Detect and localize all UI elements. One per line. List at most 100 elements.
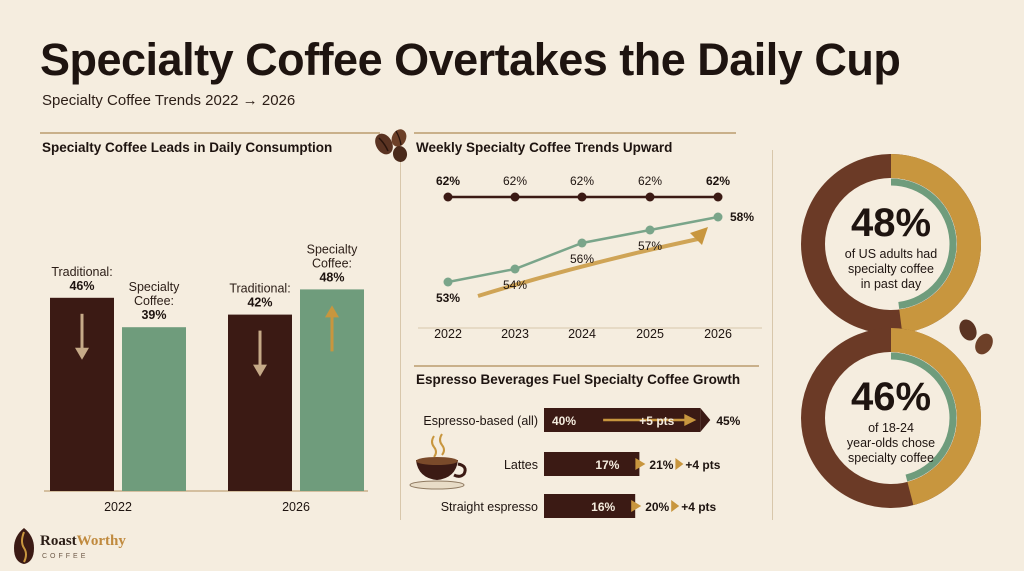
espresso-change-label: +5 pts — [639, 414, 674, 428]
espresso-start-label: 16% — [591, 500, 615, 514]
panel-rule-middle — [414, 132, 736, 134]
bar-series-label: Specialty — [307, 242, 358, 256]
donut-value-label: 46% — [851, 375, 931, 419]
trend-arrow-head — [690, 227, 708, 245]
line-point-flat — [713, 192, 723, 202]
line-label-flat: 62% — [706, 174, 730, 188]
espresso-mini-arrow — [671, 500, 680, 512]
espresso-category-label: Espresso-based (all) — [423, 414, 538, 428]
brand-name-part2: Worthy — [76, 533, 126, 549]
bar-series-label: Coffee: — [134, 294, 174, 308]
donut-caption-line: of US adults had — [845, 247, 937, 261]
donut-center — [833, 360, 949, 476]
line-x-tick-label: 2022 — [434, 327, 462, 341]
espresso-change-label: +4 pts — [681, 500, 716, 514]
espresso-gold-arrow-head — [631, 500, 642, 512]
panel-divider-right — [772, 150, 773, 520]
espresso-mini-arrow — [675, 458, 684, 470]
line-label-rising: 53% — [436, 291, 460, 305]
down-arrow-head — [75, 347, 89, 360]
line-x-tick-label: 2024 — [568, 327, 596, 341]
line-label-flat: 62% — [436, 174, 460, 188]
panel-divider-left — [400, 150, 401, 520]
bar-specialty-coffee-2022 — [122, 327, 186, 491]
trend-arrow-shaft — [477, 237, 699, 298]
donut-caption-line: specialty coffee — [848, 451, 934, 465]
espresso-gold-arrow-head — [635, 458, 646, 470]
bar-series-label: Traditional: — [229, 282, 290, 296]
espresso-start-label: 17% — [595, 458, 619, 472]
bar-series-label: Traditional: — [51, 265, 112, 279]
brand-subtitle: COFFEE — [42, 553, 89, 560]
line-point-rising — [713, 212, 723, 222]
line-point-rising — [510, 264, 520, 274]
bar-value-label: 42% — [247, 296, 272, 310]
donut-value-label: 48% — [851, 201, 931, 245]
donut-inner-accent — [891, 178, 957, 309]
page-title: Specialty Coffee Overtakes the Daily Cup — [40, 34, 901, 85]
line-label-flat: 62% — [503, 174, 527, 188]
line-label-flat: 62% — [570, 174, 594, 188]
line-chart-title: Weekly Specialty Coffee Trends Upward — [416, 140, 673, 155]
donut-caption-line: in past day — [861, 277, 922, 291]
brand-name: RoastWorthy — [40, 533, 126, 550]
espresso-category-label: Lattes — [504, 458, 538, 472]
daily-consumption-bar-chart: Traditional:46% SpecialtyCoffee:39%2022Tr… — [44, 242, 368, 514]
bar-value-label: 48% — [319, 270, 344, 284]
coffee-cup-icon — [409, 433, 467, 490]
bar-category-label: 2026 — [282, 500, 310, 514]
down-arrow-head — [253, 364, 267, 377]
espresso-growth-chart: Espresso-based (all) 40% +5 pts 45% Lattes 17… — [423, 408, 741, 518]
line-point-flat — [577, 192, 587, 202]
page-subtitle: Specialty Coffee Trends 2022 → 2026 — [42, 92, 296, 109]
donut-center — [833, 186, 949, 302]
espresso-chart-title: Espresso Beverages Fuel Specialty Coffee… — [416, 372, 741, 387]
line-x-tick-label: 2025 — [636, 327, 664, 341]
espresso-bar-body — [544, 494, 636, 518]
panel-rule-bottom — [414, 365, 759, 367]
bar-series-label: Specialty — [129, 280, 180, 294]
coffee-beans-icon — [375, 129, 408, 162]
brand-name-part1: Roast — [40, 533, 77, 549]
roastworthy-logo-icon — [14, 528, 34, 564]
bar-value-label: 39% — [141, 308, 166, 322]
line-label-rising: 57% — [638, 239, 662, 253]
bar-series-label: Coffee: — [312, 256, 352, 270]
line-point-flat — [645, 192, 655, 202]
line-label-rising: 56% — [570, 252, 594, 266]
bar-chart-title: Specialty Coffee Leads in Daily Consumpt… — [42, 140, 333, 155]
donut-caption-line: specialty coffee — [848, 262, 934, 276]
donut-caption-line: of 18-24 — [868, 421, 914, 435]
espresso-end-label: 21% — [649, 458, 673, 472]
line-x-tick-label: 2026 — [704, 327, 732, 341]
line-point-flat — [443, 192, 453, 202]
coffee-beans-small-icon — [959, 319, 993, 355]
espresso-end-label: 45% — [716, 414, 740, 428]
donut-inner-accent — [890, 352, 957, 482]
line-label-rising: 54% — [503, 278, 527, 292]
bean — [959, 319, 977, 341]
espresso-category-label: Straight espresso — [441, 500, 538, 514]
line-series-rising — [447, 215, 719, 284]
up-arrow-head — [325, 305, 339, 318]
line-point-rising — [443, 277, 453, 287]
line-point-rising — [577, 238, 587, 248]
espresso-end-label: 20% — [645, 500, 669, 514]
espresso-start-label: 40% — [552, 414, 576, 428]
line-label-flat: 62% — [638, 174, 662, 188]
bean — [975, 333, 993, 355]
panel-rule-left — [40, 132, 380, 134]
line-x-tick-label: 2023 — [501, 327, 529, 341]
espresso-gold-arrow-head — [684, 414, 697, 426]
line-point-rising — [645, 225, 655, 235]
bar-value-label: 46% — [69, 279, 94, 293]
espresso-change-label: +4 pts — [685, 458, 720, 472]
weekly-trend-line-chart: 62% 62% 62% 62% 62% 53% 54% 56% 57% 58% 2022 2023 20… — [418, 174, 762, 341]
donut-ring-value — [890, 154, 981, 334]
espresso-bar-body — [544, 452, 640, 476]
line-label-rising: 58% — [730, 210, 754, 224]
donut-ring-value — [890, 328, 981, 506]
line-point-flat — [510, 192, 520, 202]
espresso-bar-tip — [700, 408, 711, 432]
